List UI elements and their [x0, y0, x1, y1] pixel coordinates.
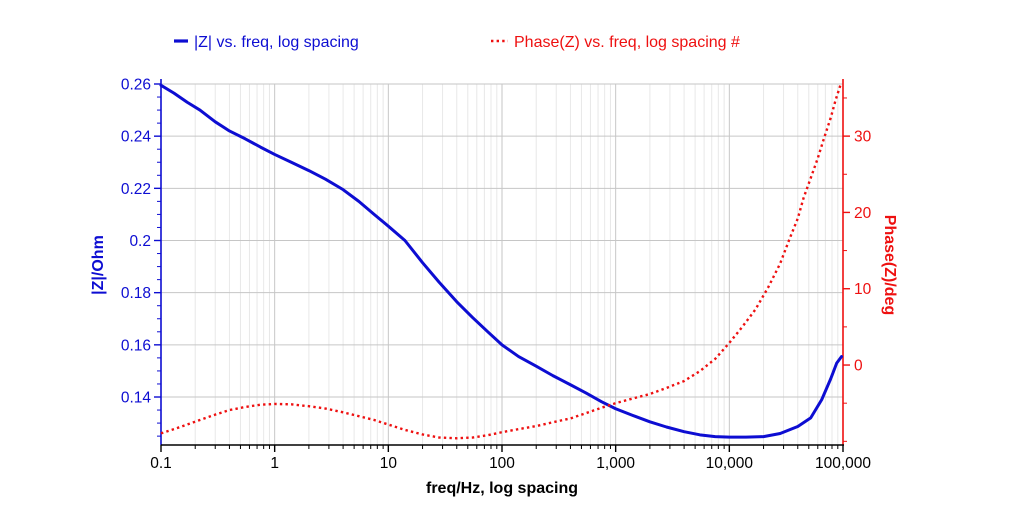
left-tick-label: 0.26 [121, 77, 151, 94]
left-tick-label: 0.22 [121, 181, 151, 198]
x-tick-label: 10,000 [706, 455, 754, 472]
x-tick-label: 1 [270, 455, 279, 472]
x-tick-label: 10 [380, 455, 398, 472]
axis-tick-labels: 0.1 1 10 100 1,000 10,000 100,0000.260.240.220… [121, 77, 872, 473]
left-tick-label: 0.24 [121, 129, 152, 146]
x-tick-label: 100,000 [815, 455, 871, 472]
x-tick-label: 100 [489, 455, 515, 472]
impedance-magnitude-curve [159, 83, 843, 439]
left-tick-label: 0.14 [121, 390, 152, 407]
right-axis-title: Phase(Z)/deg [881, 215, 898, 315]
right-tick-label: 20 [854, 205, 872, 222]
major-gridlines [161, 83, 843, 445]
left-axis-title: |Z|/Ohm [90, 235, 107, 295]
x-axis-title: freq/Hz, log spacing [426, 480, 578, 497]
data-series [159, 83, 843, 440]
phase-curve [160, 84, 842, 440]
right-tick-label: 0 [854, 358, 863, 375]
chart-legend: |Z| vs. freq, log spacing Phase(Z) vs. f… [174, 34, 740, 51]
left-tick-label: 0.2 [129, 233, 151, 250]
left-tick-label: 0.18 [121, 285, 151, 302]
x-tick-label: 0.1 [150, 455, 172, 472]
legend-label-impedance: |Z| vs. freq, log spacing [194, 34, 359, 51]
right-tick-label: 30 [854, 129, 872, 146]
minor-gridlines [194, 84, 839, 445]
right-tick-label: 10 [854, 281, 872, 298]
left-tick-label: 0.16 [121, 337, 151, 354]
x-tick-label: 1,000 [596, 455, 635, 472]
legend-label-phase: Phase(Z) vs. freq, log spacing # [514, 34, 740, 51]
axis-ticks [154, 83, 850, 452]
